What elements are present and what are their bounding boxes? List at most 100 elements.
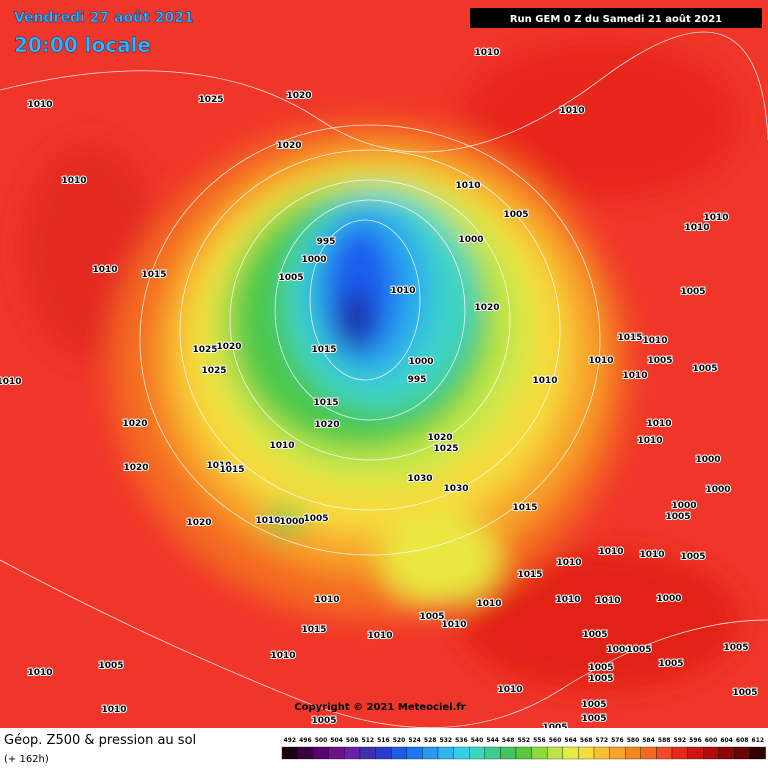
legend-subtitle: (+ 162h)	[4, 754, 49, 765]
isobar-label: 1020	[314, 420, 339, 430]
colorbar-label: 512	[362, 737, 375, 744]
isobar-label: 1010	[27, 668, 52, 678]
isobar-label: 1005	[680, 287, 705, 297]
isobar-label: 1030	[407, 474, 432, 484]
isobar-label: 1005	[680, 552, 705, 562]
isobar-label: 1010	[314, 595, 339, 605]
colorbar-cell	[484, 746, 501, 760]
colorbar-label: 536	[455, 737, 468, 744]
colorbar-label: 564	[564, 737, 577, 744]
isobar-label: 1010	[555, 595, 580, 605]
colorbar-label: 528	[424, 737, 437, 744]
isobar-label: 1010	[588, 356, 613, 366]
isobar-label: 1020	[186, 518, 211, 528]
isobar-label: 1010	[367, 631, 392, 641]
isobar-label: 1000	[279, 517, 304, 527]
date: Vendredi 27 août 2021	[14, 10, 194, 26]
run-box	[470, 8, 762, 28]
isobar-label: 1010	[646, 419, 671, 429]
isobar-label: 1005	[723, 643, 748, 653]
isobar-label: 1005	[588, 663, 613, 673]
colorbar-cell	[453, 746, 470, 760]
colorbar-label: 540	[471, 737, 484, 744]
isobar-label: 1005	[311, 716, 336, 726]
legend-title: Géop. Z500 & pression au sol	[4, 733, 196, 748]
colorbar-label: 604	[720, 737, 733, 744]
colorbar-cell	[313, 746, 329, 760]
colorbar-cell	[749, 746, 766, 760]
isobar-label: 1015	[313, 398, 338, 408]
isobar-label: 1010	[556, 558, 581, 568]
colorbar-label: 516	[377, 737, 390, 744]
time: 20:00 locale	[14, 33, 151, 57]
colorbar-label: 500	[315, 737, 328, 744]
isobar-label: 1005	[588, 674, 613, 684]
colorbar-cell	[593, 746, 610, 760]
colorbar-label: 612	[752, 737, 765, 744]
colorbar-cell	[687, 746, 704, 760]
isobar-label: 1010	[474, 48, 499, 58]
isobar-label: 1025	[201, 366, 226, 376]
isobar-label: 1005	[278, 273, 303, 283]
isobar-label: 1005	[692, 364, 717, 374]
isobar-label: 1000	[695, 455, 720, 465]
isobar-label: 1005	[419, 612, 444, 622]
colorbar-cell	[640, 746, 657, 760]
colorbar-label: 568	[580, 737, 593, 744]
run-info: Run GEM 0 Z du Samedi 21 août 2021	[510, 13, 722, 25]
colorbar-label: 524	[408, 737, 421, 744]
colorbar-cell	[562, 746, 579, 760]
colorbar-cell	[469, 746, 485, 760]
isobar-label: 1010	[206, 461, 231, 471]
isobar-label: 1020	[122, 419, 147, 429]
isobar-label: 1005	[581, 700, 606, 710]
colorbar-cell	[500, 746, 517, 760]
isobar-label: 1020	[286, 91, 311, 101]
colorbar-label: 504	[330, 737, 343, 744]
colorbar-cell	[344, 746, 361, 760]
isobar-label: 1020	[123, 463, 148, 473]
colorbar-label: 556	[533, 737, 546, 744]
colorbar-label: 492	[284, 737, 297, 744]
isobar-label: 1010	[270, 651, 295, 661]
isobar-label: 1010	[0, 377, 22, 387]
isobar-label: 1010	[559, 106, 584, 116]
isobar-label: 1005	[98, 661, 123, 671]
colorbar-cell	[515, 746, 532, 760]
isobar-label: 1000	[671, 501, 696, 511]
copyright: Copyright © 2021 Meteociel.fr	[294, 702, 465, 713]
isobar-label: 1000	[705, 485, 730, 495]
isobar-label: 1010	[598, 547, 623, 557]
colorbar-label: 496	[299, 737, 312, 744]
colorbar-label: 520	[393, 737, 406, 744]
isobar-label: 1010	[441, 620, 466, 630]
isobar-label: 1010	[27, 100, 52, 110]
isobar-label: 1010	[595, 596, 620, 606]
colorbar: 492 496 500 504 508 512 516 520 524 528 532 536 540 5…	[281, 737, 766, 760]
isobar-label: 1015	[617, 333, 642, 343]
isobar-label: 1015	[301, 625, 326, 635]
isobar-label: 1020	[276, 141, 301, 151]
colorbar-cell	[734, 746, 751, 760]
isobar-label: 995	[317, 237, 336, 247]
colorbar-cell	[375, 746, 392, 760]
colorbar-cell	[406, 746, 423, 760]
isobar-label: 1015	[311, 345, 336, 355]
colorbar-label: 572	[596, 737, 609, 744]
isobar-label: 1015	[219, 465, 244, 475]
colorbar-cell	[703, 746, 719, 760]
isobar-label: 1015	[512, 503, 537, 513]
geopotential-field	[0, 0, 768, 729]
colorbar-label: 576	[611, 737, 624, 744]
colorbar-cell	[671, 746, 688, 760]
isobar-label: 1005	[665, 512, 690, 522]
colorbar-label: 588	[658, 737, 671, 744]
isobar-label: 1005	[581, 714, 606, 724]
colorbar-cell	[531, 746, 548, 760]
isobar-label: 1020	[427, 433, 452, 443]
isobar-label: 1000	[408, 357, 433, 367]
isobar-label: 1010	[497, 685, 522, 695]
isobar-label: 1010	[532, 376, 557, 386]
colorbar-label: 552	[518, 737, 531, 744]
